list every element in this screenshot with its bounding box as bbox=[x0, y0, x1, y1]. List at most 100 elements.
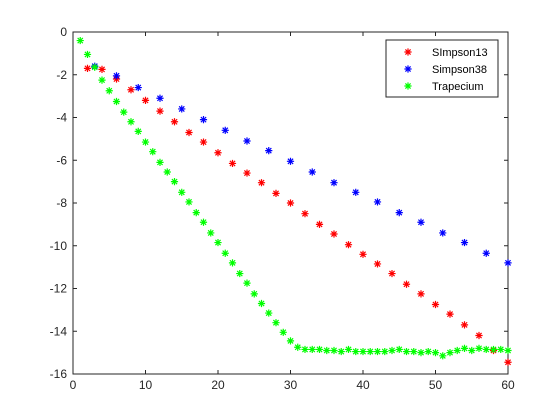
x-tick-label: 50 bbox=[429, 378, 443, 392]
data-point bbox=[178, 188, 186, 196]
data-point bbox=[185, 198, 193, 206]
data-point bbox=[141, 138, 150, 146]
legend[interactable]: SImpson13 Simpson38 Trapecium bbox=[385, 39, 499, 98]
y-tick-label: -10 bbox=[50, 239, 68, 253]
legend-label: Trapecium bbox=[432, 81, 484, 93]
legend-item[interactable]: SImpson13 bbox=[404, 47, 488, 59]
data-point bbox=[286, 199, 295, 207]
x-tick-label: 30 bbox=[284, 378, 298, 392]
data-point bbox=[286, 337, 295, 345]
data-point bbox=[156, 158, 164, 166]
data-point bbox=[315, 220, 324, 228]
data-point bbox=[127, 118, 135, 126]
data-point bbox=[381, 347, 389, 356]
data-point bbox=[243, 169, 251, 177]
data-point bbox=[91, 63, 99, 71]
data-point bbox=[460, 238, 469, 247]
data-point bbox=[482, 249, 490, 257]
data-point bbox=[417, 290, 425, 298]
data-point bbox=[301, 210, 309, 218]
data-point bbox=[286, 157, 295, 165]
data-point bbox=[504, 358, 512, 366]
x-tick-label: 40 bbox=[356, 378, 370, 392]
data-point bbox=[359, 347, 367, 356]
series-simpson13 bbox=[83, 64, 512, 366]
data-point bbox=[265, 147, 273, 155]
y-tick-label: -12 bbox=[50, 282, 68, 296]
data-point bbox=[475, 331, 483, 340]
data-point bbox=[83, 50, 92, 59]
legend-marker bbox=[404, 65, 412, 73]
data-point bbox=[221, 126, 229, 134]
data-point bbox=[439, 229, 447, 237]
data-point bbox=[388, 346, 396, 355]
data-point bbox=[431, 349, 440, 357]
data-point bbox=[294, 343, 302, 351]
data-point bbox=[301, 345, 309, 354]
data-point bbox=[460, 321, 469, 329]
data-point bbox=[489, 345, 498, 354]
y-tick-label: 0 bbox=[60, 25, 67, 39]
data-point bbox=[330, 346, 338, 355]
legend-item[interactable]: Trapecium bbox=[404, 81, 484, 93]
data-point bbox=[134, 83, 142, 92]
data-point bbox=[112, 72, 121, 80]
y-tick-label: -16 bbox=[50, 367, 68, 381]
data-point bbox=[323, 346, 331, 355]
legend-label: Simpson38 bbox=[432, 64, 487, 76]
data-point bbox=[366, 347, 374, 356]
y-tick-label: -4 bbox=[56, 111, 67, 125]
data-point bbox=[446, 349, 454, 357]
data-point bbox=[352, 347, 360, 356]
legend-marker bbox=[404, 82, 412, 90]
data-point bbox=[410, 347, 418, 356]
y-tick-label: -8 bbox=[56, 196, 67, 210]
data-point bbox=[395, 209, 403, 217]
y-tick-label: -6 bbox=[56, 153, 67, 167]
legend-item[interactable]: Simpson38 bbox=[404, 64, 487, 76]
data-point bbox=[460, 344, 469, 352]
data-point bbox=[475, 344, 483, 352]
x-tick-label: 10 bbox=[139, 378, 153, 392]
data-point bbox=[308, 168, 316, 176]
series-trapecium bbox=[76, 36, 512, 360]
data-point bbox=[388, 269, 396, 278]
data-point bbox=[359, 250, 367, 258]
x-tick-label: 20 bbox=[211, 378, 225, 392]
data-point bbox=[228, 159, 237, 168]
data-point bbox=[439, 352, 447, 360]
data-point bbox=[337, 347, 345, 356]
data-point bbox=[76, 36, 84, 45]
y-tick-label: -2 bbox=[56, 68, 67, 82]
data-point bbox=[228, 259, 237, 267]
data-point bbox=[134, 127, 142, 135]
data-point bbox=[98, 76, 106, 84]
data-point bbox=[344, 345, 353, 354]
data-point bbox=[352, 188, 360, 196]
y-tick-label: -14 bbox=[50, 324, 68, 338]
tick-labels: 0 10 20 30 40 50 60 0 -2 -4 -6 -8 -10 -12 -14 -16 bbox=[50, 25, 515, 392]
plot-area bbox=[76, 36, 512, 366]
legend-label: SImpson13 bbox=[432, 47, 488, 59]
data-point bbox=[214, 149, 222, 157]
data-point bbox=[199, 218, 208, 226]
data-point bbox=[330, 230, 338, 238]
data-point bbox=[257, 179, 266, 187]
data-point bbox=[127, 86, 135, 94]
data-point bbox=[402, 280, 411, 288]
data-point bbox=[243, 137, 251, 145]
data-point bbox=[468, 346, 476, 355]
data-point bbox=[315, 345, 324, 354]
data-point bbox=[243, 279, 251, 287]
data-point bbox=[98, 65, 106, 74]
data-point bbox=[192, 209, 200, 217]
data-point bbox=[424, 347, 432, 356]
data-point bbox=[504, 346, 512, 355]
data-point bbox=[185, 128, 193, 137]
x-tick-label: 0 bbox=[70, 378, 77, 392]
data-point bbox=[446, 310, 454, 318]
x-tick-label: 60 bbox=[501, 378, 515, 392]
data-point bbox=[373, 260, 382, 268]
